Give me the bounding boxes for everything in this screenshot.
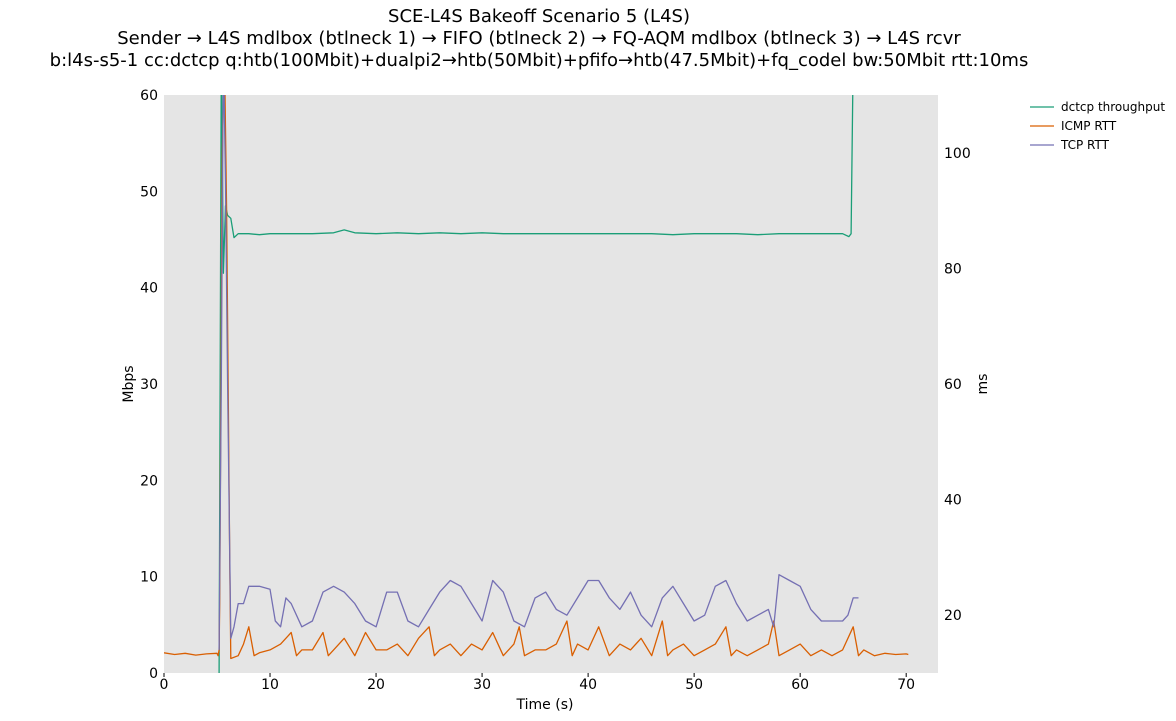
axes-layer: 0 10 20 30 40 50 60 70 0 10 20 30 40 50 60 20 40 60 80 100 T…	[121, 88, 991, 713]
series-line-1	[218, 95, 854, 673]
y-left-tick-label: 30	[140, 377, 158, 393]
y-left-axis-label: Mbps	[121, 365, 137, 402]
title-line-2: Sender → L4S mdlbox (btlneck 1) → FIFO (…	[117, 28, 961, 49]
y-left-tick-label: 40	[140, 281, 158, 297]
x-tick-label: 40	[579, 677, 597, 693]
x-tick-label: 10	[261, 677, 279, 693]
legend: dctcp throughput ICMP RTT TCP RTT	[1030, 100, 1165, 152]
x-tick-label: 60	[791, 677, 809, 693]
y-right-tick-label: 60	[944, 377, 962, 393]
chart-title: SCE-L4S Bakeoff Scenario 5 (L4S) Sender …	[0, 6, 1078, 72]
x-tick-label: 30	[473, 677, 491, 693]
y-left-tick-label: 50	[140, 184, 158, 200]
x-tick-label: 0	[160, 677, 169, 693]
x-tick-label: 50	[685, 677, 703, 693]
series-line-2	[164, 95, 909, 660]
y-left-tick-label: 60	[140, 88, 158, 104]
y-left-tick-label: 10	[140, 570, 158, 586]
x-tick-label: 20	[367, 677, 385, 693]
x-axis-label: Time (s)	[516, 697, 574, 713]
x-tick-label: 70	[897, 677, 915, 693]
title-line-3: b:l4s-s5-1 cc:dctcp q:htb(100Mbit)+dualp…	[49, 50, 1029, 71]
y-right-axis-label: ms	[975, 374, 991, 395]
series-line-3	[218, 95, 859, 650]
legend-label: TCP RTT	[1060, 138, 1110, 152]
y-left-tick-label: 0	[149, 666, 158, 682]
y-right-tick-label: 20	[944, 608, 962, 624]
legend-label: ICMP RTT	[1061, 119, 1117, 133]
y-right-tick-label: 100	[944, 146, 971, 162]
series-layer	[164, 95, 909, 673]
title-line-1: SCE-L4S Bakeoff Scenario 5 (L4S)	[388, 6, 690, 27]
y-right-tick-label: 80	[944, 261, 962, 277]
legend-label: dctcp throughput	[1061, 100, 1165, 114]
y-left-tick-label: 20	[140, 473, 158, 489]
plot-area	[164, 95, 938, 673]
y-right-tick-label: 40	[944, 493, 962, 509]
